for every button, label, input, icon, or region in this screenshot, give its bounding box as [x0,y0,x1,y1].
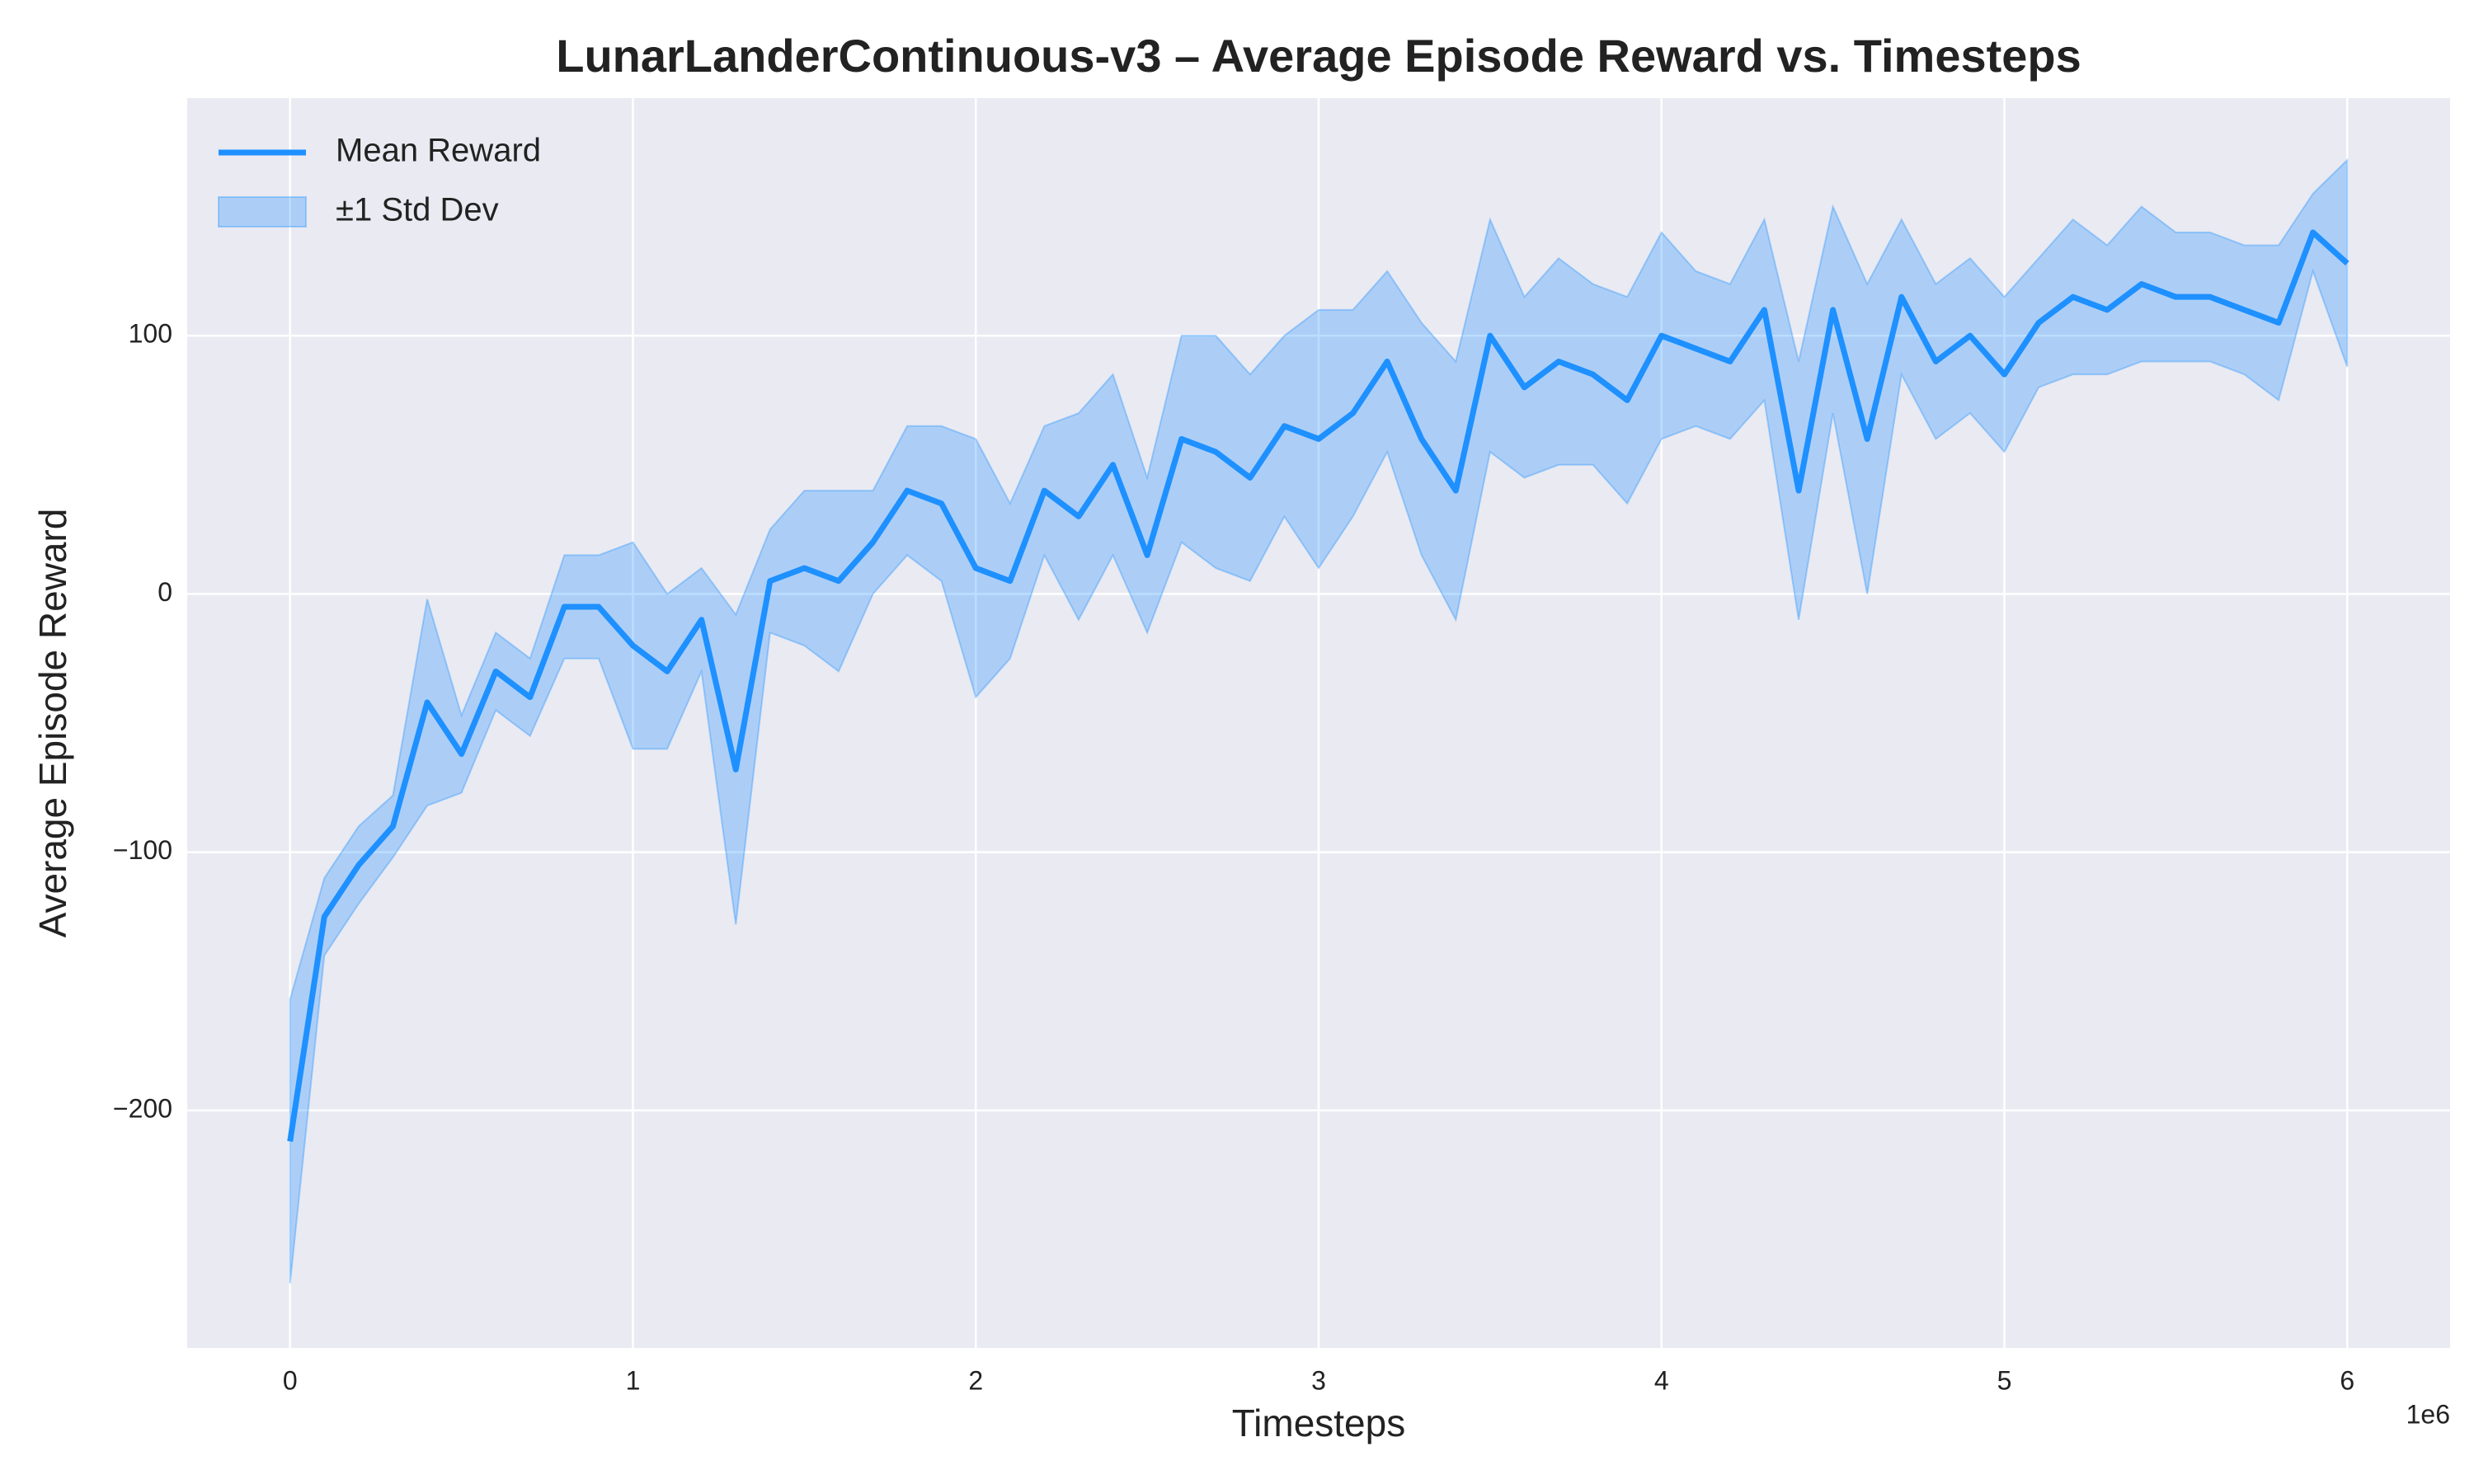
grid [187,98,2450,1348]
y-axis-label: Average Episode Reward [31,509,74,938]
chart-title: LunarLanderContinuous-v3 – Average Episo… [556,30,2081,82]
x-tick-label: 0 [283,1365,298,1395]
legend-patch [218,196,307,228]
x-tick-label: 1 [626,1365,641,1395]
mean-line [287,229,2349,1142]
x-tick-label: 2 [968,1365,983,1395]
x-tick-label: 4 [1654,1365,1669,1395]
legend-label: ±1 Std Dev [336,192,499,228]
y-tick-label: 0 [158,577,172,607]
x-axis-label: Timesteps [1232,1402,1405,1444]
x-tick-label: 6 [2340,1365,2354,1395]
std-band [289,157,2349,1284]
y-tick-label: −200 [113,1093,172,1123]
marks [287,157,2349,1284]
x-offset-label: 1e6 [2406,1399,2450,1429]
y-tick-label: −100 [113,835,172,865]
x-tick-label: 5 [1997,1365,2012,1395]
legend: Mean Reward ±1 Std Dev [218,133,541,228]
y-tick-label: 100 [129,319,172,349]
legend-label: Mean Reward [336,133,541,169]
x-tick-label: 3 [1311,1365,1326,1395]
